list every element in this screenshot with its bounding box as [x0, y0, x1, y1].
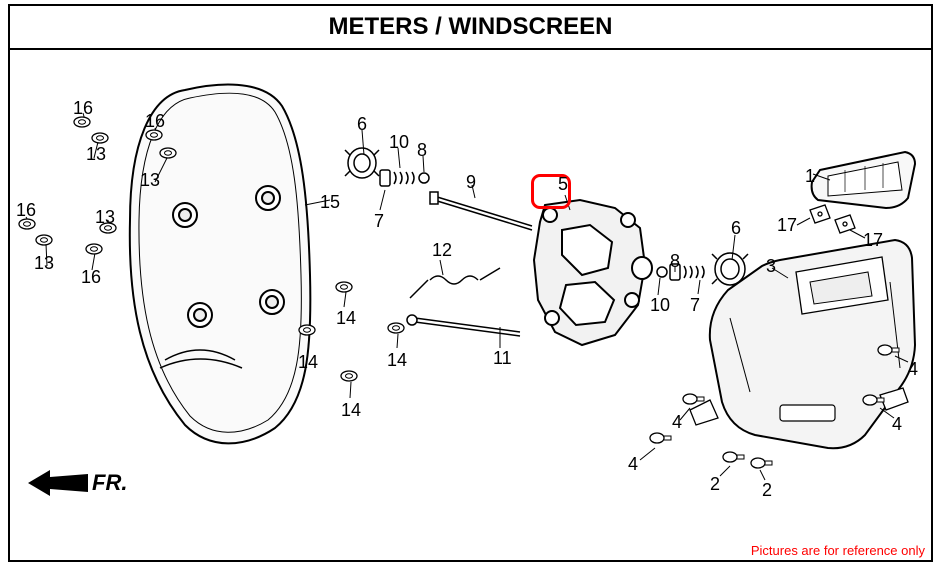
callout-c7a: 7: [374, 211, 384, 232]
callout-c15: 15: [320, 192, 340, 213]
callout-c16d: 16: [81, 267, 101, 288]
callout-c14a: 14: [336, 308, 356, 329]
hardware-washer: [92, 133, 108, 143]
hardware-washer: [388, 323, 404, 333]
diagram-title: METERS / WINDSCREEN: [10, 6, 931, 50]
diagram-canvas: FR. Pictures are for reference only 1616…: [10, 50, 931, 560]
hardware-bolt: [863, 395, 884, 405]
callout-c13d: 13: [34, 253, 54, 274]
callout-c12: 12: [432, 240, 452, 261]
callout-c17a: 17: [777, 215, 797, 236]
callout-c2b: 2: [762, 480, 772, 501]
hardware-bolt: [650, 433, 671, 443]
callout-c5: 5: [558, 174, 568, 195]
callout-c6b: 6: [731, 218, 741, 239]
callout-c3: 3: [766, 256, 776, 277]
callout-c14b: 14: [298, 352, 318, 373]
hardware-bolt: [683, 394, 704, 404]
hardware-washer: [160, 148, 176, 158]
callout-c8a: 8: [417, 140, 427, 161]
callout-c7b: 7: [690, 295, 700, 316]
front-direction-arrow: FR.: [28, 468, 127, 498]
hardware-washer: [36, 235, 52, 245]
callout-c9: 9: [466, 172, 476, 193]
callout-c11: 11: [493, 348, 512, 369]
hardware-bolt: [751, 458, 772, 468]
callout-c4a: 4: [672, 412, 682, 433]
reference-footnote: Pictures are for reference only: [751, 543, 925, 558]
callout-c4d: 4: [892, 414, 902, 435]
callout-c4c: 4: [628, 454, 638, 475]
hardware-bolt: [878, 345, 899, 355]
hardware-washer: [86, 244, 102, 254]
callout-c14d: 14: [341, 400, 361, 421]
callout-c13c: 13: [95, 207, 115, 228]
callout-c13b: 13: [140, 170, 160, 191]
hardware-washer: [299, 325, 315, 335]
callout-c6a: 6: [357, 114, 367, 135]
front-direction-label: FR.: [92, 470, 127, 496]
callout-c17b: 17: [863, 230, 883, 251]
callout-c1: 1: [805, 166, 815, 187]
callout-c10a: 10: [389, 132, 409, 153]
callout-c14c: 14: [387, 350, 407, 371]
callout-c8b: 8: [670, 251, 680, 272]
callout-c2a: 2: [710, 474, 720, 495]
hardware-washer: [336, 282, 352, 292]
callout-c4b: 4: [908, 359, 918, 380]
callout-c16c: 16: [16, 200, 36, 221]
hardware-bolt: [723, 452, 744, 462]
callout-c16b: 16: [145, 111, 165, 132]
callout-c16a: 16: [73, 98, 93, 119]
hardware-washer: [341, 371, 357, 381]
callout-c10b: 10: [650, 295, 670, 316]
callout-c13a: 13: [86, 144, 106, 165]
diagram-frame: METERS / WINDSCREEN: [8, 4, 933, 562]
